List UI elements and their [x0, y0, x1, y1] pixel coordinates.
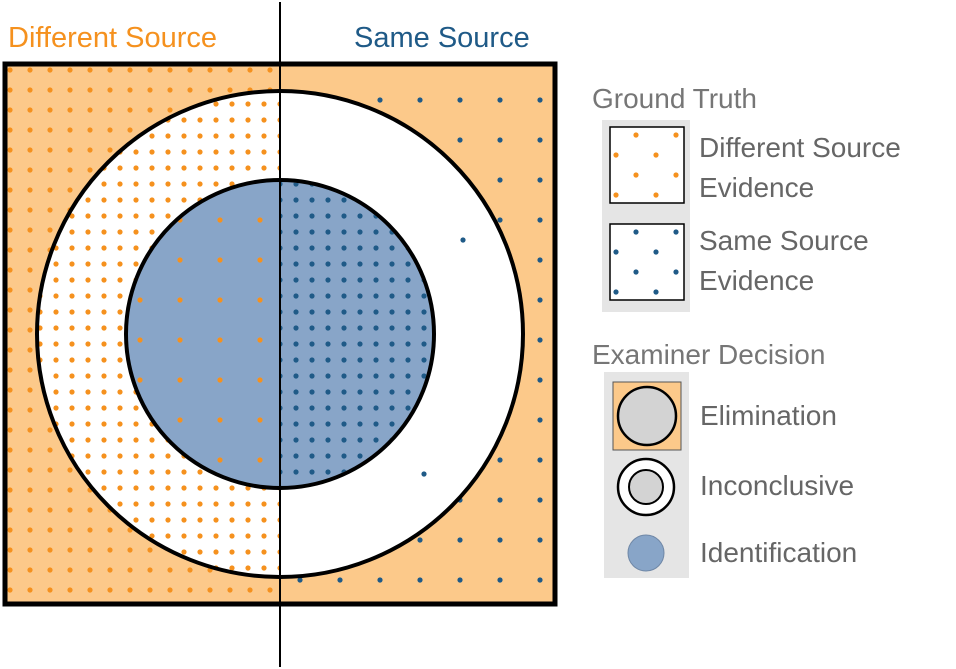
same-source-evidence-label-line2: Evidence — [699, 265, 815, 296]
inconclusive-label: Inconclusive — [700, 470, 855, 501]
different-source-evidence-swatch — [609, 126, 685, 204]
different-source-evidence-label-line2: Evidence — [699, 172, 815, 203]
elimination-swatch — [612, 381, 682, 451]
elimination-label: Elimination — [700, 400, 837, 431]
identification-label: Identification — [700, 537, 858, 568]
different-source-evidence-label-line1: Different Source — [699, 132, 901, 163]
different-source-dots-identification — [128, 182, 280, 486]
same-source-dot-stray — [460, 237, 466, 243]
inconclusive-swatch — [616, 457, 676, 517]
different-source-header: Different Source — [8, 22, 218, 54]
same-source-dot-stray — [421, 471, 427, 477]
same-source-evidence-swatch — [609, 223, 685, 301]
same-source-evidence-label-line1: Same Source — [699, 225, 869, 256]
same-source-header: Same Source — [354, 22, 530, 54]
ground-truth-legend-title: Ground Truth — [592, 83, 757, 114]
examiner-decision-legend-title: Examiner Decision — [592, 339, 826, 370]
identification-swatch — [627, 534, 665, 572]
same-source-dots-identification — [280, 182, 432, 486]
